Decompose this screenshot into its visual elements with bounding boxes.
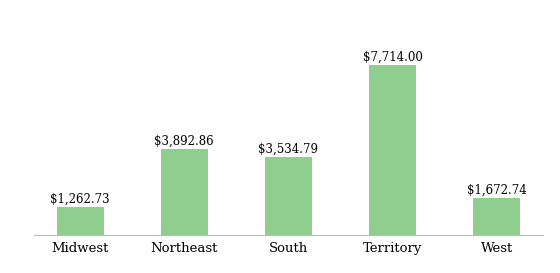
Text: $3,534.79: $3,534.79: [258, 143, 319, 155]
Bar: [265, 157, 312, 235]
Text: $1,262.73: $1,262.73: [50, 192, 110, 205]
Bar: [57, 207, 104, 235]
Bar: [473, 198, 520, 235]
Bar: [161, 149, 208, 235]
Text: $3,892.86: $3,892.86: [155, 135, 214, 147]
Bar: [369, 66, 416, 235]
Text: $1,672.74: $1,672.74: [466, 183, 526, 196]
Text: $7,714.00: $7,714.00: [362, 51, 422, 64]
